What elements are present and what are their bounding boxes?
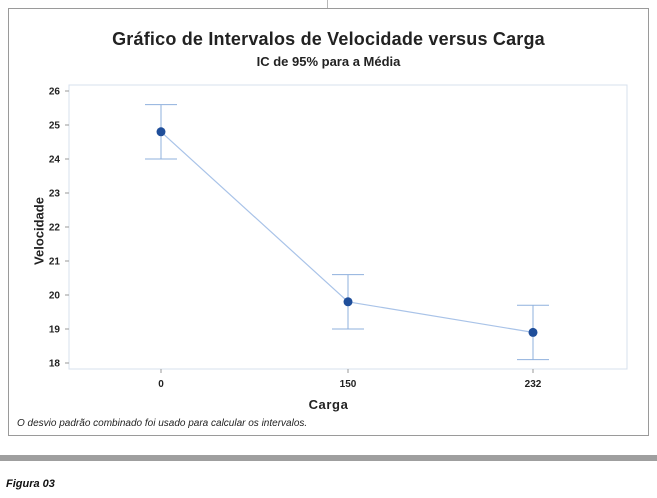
y-axis-label: Velocidade xyxy=(31,197,47,265)
chart-footnote: O desvio padrão combinado foi usado para… xyxy=(17,418,308,429)
separator-bar xyxy=(0,455,657,461)
y-tick-label: 25 xyxy=(49,121,61,132)
y-tick-label: 20 xyxy=(49,291,61,302)
x-tick-label: 150 xyxy=(340,379,357,390)
chart-title: Gráfico de Intervalos de Velocidade vers… xyxy=(112,29,545,49)
x-axis-label: Carga xyxy=(308,397,349,412)
figure-caption: Figura 03 xyxy=(6,478,55,490)
y-tick-label: 26 xyxy=(49,87,61,98)
y-tick-label: 19 xyxy=(49,325,61,336)
mean-point xyxy=(528,327,538,337)
x-tick-label: 232 xyxy=(525,379,542,390)
y-tick-label: 18 xyxy=(49,359,61,370)
y-tick-label: 22 xyxy=(49,223,61,234)
mean-point xyxy=(156,127,166,137)
mean-point xyxy=(343,297,353,307)
x-tick-label: 0 xyxy=(158,379,164,390)
top-divider xyxy=(327,0,328,8)
chart-frame: Gráfico de Intervalos de Velocidade vers… xyxy=(8,8,649,436)
y-tick-label: 24 xyxy=(49,155,61,166)
y-tick-label: 21 xyxy=(49,257,61,268)
chart-subtitle: IC de 95% para a Média xyxy=(256,54,401,69)
y-tick-label: 23 xyxy=(49,189,61,200)
interval-plot: 18 19 20 21 22 23 24 25 26 0 150 232 xyxy=(49,84,628,390)
